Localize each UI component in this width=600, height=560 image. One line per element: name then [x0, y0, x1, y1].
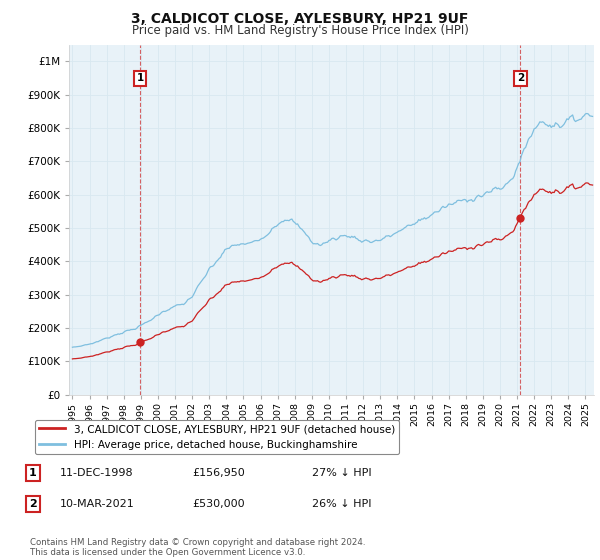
- Text: 1: 1: [136, 73, 143, 83]
- Text: 2: 2: [517, 73, 524, 83]
- Text: Price paid vs. HM Land Registry's House Price Index (HPI): Price paid vs. HM Land Registry's House …: [131, 24, 469, 37]
- Text: 3, CALDICOT CLOSE, AYLESBURY, HP21 9UF: 3, CALDICOT CLOSE, AYLESBURY, HP21 9UF: [131, 12, 469, 26]
- Legend: 3, CALDICOT CLOSE, AYLESBURY, HP21 9UF (detached house), HPI: Average price, det: 3, CALDICOT CLOSE, AYLESBURY, HP21 9UF (…: [35, 420, 399, 454]
- Text: 27% ↓ HPI: 27% ↓ HPI: [312, 468, 371, 478]
- Text: 11-DEC-1998: 11-DEC-1998: [60, 468, 134, 478]
- Text: 10-MAR-2021: 10-MAR-2021: [60, 499, 135, 509]
- Text: 26% ↓ HPI: 26% ↓ HPI: [312, 499, 371, 509]
- Text: £156,950: £156,950: [192, 468, 245, 478]
- Text: 1: 1: [29, 468, 37, 478]
- Text: Contains HM Land Registry data © Crown copyright and database right 2024.
This d: Contains HM Land Registry data © Crown c…: [30, 538, 365, 557]
- Text: 2: 2: [29, 499, 37, 509]
- Text: £530,000: £530,000: [192, 499, 245, 509]
